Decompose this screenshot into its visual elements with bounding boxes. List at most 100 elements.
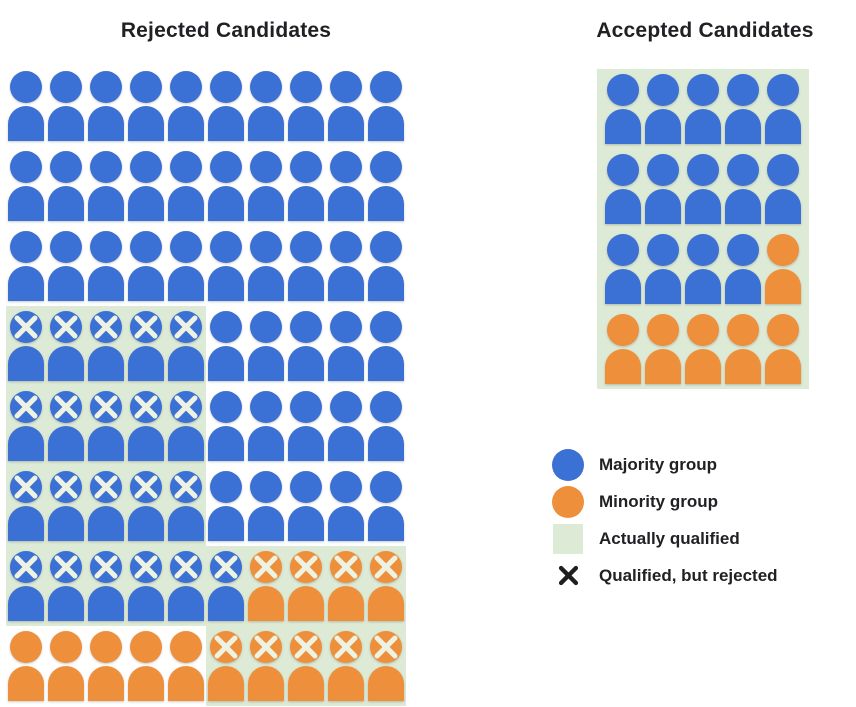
person-torso [208,586,244,621]
person-torso [8,186,44,221]
person-cell [326,146,366,226]
person-cell [46,226,86,306]
person-icon-majority [88,151,124,221]
person-icon-minority [605,314,641,384]
person-torso [48,106,84,141]
person-cell [206,146,246,226]
person-cell [246,466,286,546]
person-head [210,71,242,103]
person-cell [6,146,46,226]
person-head [50,151,82,183]
person-icon-minority [288,551,324,621]
person-icon-minority [48,631,84,701]
person-icon-majority [128,311,164,381]
person-head [370,151,402,183]
person-icon-majority [88,391,124,461]
person-cell [286,626,326,706]
person-head [330,151,362,183]
person-torso [208,506,244,541]
person-icon-minority [685,314,721,384]
person-head [607,154,639,186]
person-icon-majority [765,74,801,144]
person-icon-majority [8,311,44,381]
person-cell [763,309,803,389]
person-torso [645,109,681,144]
qualified-but-rejected-cross-icon [54,395,78,419]
person-icon-minority [8,631,44,701]
person-icon-majority [645,74,681,144]
person-cell [246,146,286,226]
rejected-candidates-grid [6,66,406,706]
person-cell [206,226,246,306]
person-cell [206,306,246,386]
qualified-but-rejected-cross-icon [174,395,198,419]
person-head [250,71,282,103]
person-torso [168,666,204,701]
person-icon-minority [288,631,324,701]
person-torso [328,506,364,541]
legend-item-qualified-square: Actually qualified [552,522,778,555]
person-head [290,151,322,183]
person-cell [683,69,723,149]
person-icon-majority [128,391,164,461]
person-head [647,314,679,346]
person-cell [326,466,366,546]
person-icon-majority [8,391,44,461]
person-icon-majority [88,311,124,381]
person-cell [86,66,126,146]
person-torso [368,186,404,221]
person-cell [126,226,166,306]
person-torso [88,186,124,221]
person-torso [128,346,164,381]
qualified-but-rejected-cross-icon [134,395,158,419]
person-torso [368,666,404,701]
person-cell [166,626,206,706]
accepted-candidates-grid [597,69,809,389]
person-head [647,234,679,266]
person-head [250,311,282,343]
person-head [607,74,639,106]
person-cell [723,309,763,389]
person-cell [46,386,86,466]
person-cell [126,626,166,706]
person-torso [288,106,324,141]
person-icon-majority [208,551,244,621]
person-torso [248,666,284,701]
person-head [330,231,362,263]
qualified-but-rejected-cross-icon [254,555,278,579]
person-cell [683,229,723,309]
person-cell [603,309,643,389]
minority-circle-icon [552,485,584,518]
person-torso [168,106,204,141]
person-cell [326,306,366,386]
person-torso [128,266,164,301]
person-torso [88,586,124,621]
legend-label: Actually qualified [599,528,740,548]
qualified-but-rejected-cross-icon [214,555,238,579]
person-icon-majority [8,71,44,141]
person-cell [643,309,683,389]
person-icon-majority [725,234,761,304]
person-torso [248,266,284,301]
person-icon-majority [765,154,801,224]
person-icon-majority [168,231,204,301]
person-head [767,314,799,346]
person-icon-majority [208,391,244,461]
person-torso [328,346,364,381]
legend-item-rejected-cross: Qualified, but rejected [552,559,778,592]
legend-label: Majority group [599,454,718,474]
person-torso [8,506,44,541]
qualified-but-rejected-cross-icon [54,475,78,499]
person-torso [208,346,244,381]
person-head [90,151,122,183]
person-torso [8,106,44,141]
person-icon-majority [88,471,124,541]
person-icon-majority [128,551,164,621]
person-icon-minority [328,631,364,701]
person-cell [86,226,126,306]
person-head [170,231,202,263]
person-torso [765,349,801,384]
qualified-square-icon [552,522,584,555]
qualified-but-rejected-cross-icon [134,475,158,499]
person-cell [46,626,86,706]
